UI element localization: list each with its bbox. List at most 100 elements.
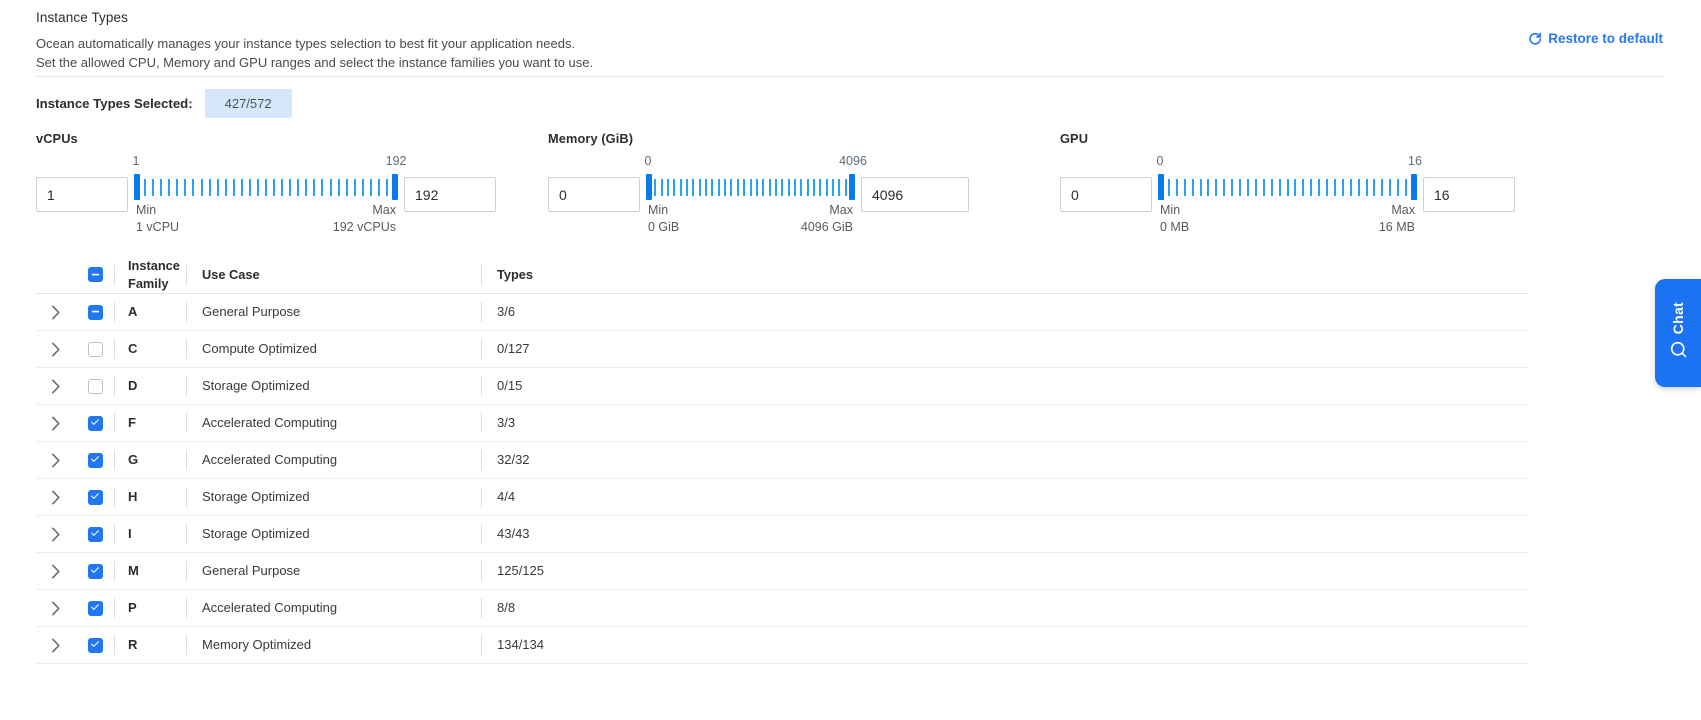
chevron-right-icon[interactable]	[51, 379, 61, 394]
chevron-right-icon[interactable]	[51, 305, 61, 320]
table-row[interactable]: D Storage Optimized 0/15	[36, 368, 1528, 405]
slider-tick	[1373, 178, 1376, 196]
range-group-memory: Memory (GiB) 0 4096 Min Max	[548, 131, 1048, 237]
cell-types: 3/6	[481, 302, 1528, 322]
chevron-right-icon[interactable]	[51, 490, 61, 505]
row-checkbox-checked[interactable]	[87, 637, 103, 653]
slider-tick	[838, 178, 841, 196]
slider-tick	[144, 178, 147, 196]
chevron-right-icon[interactable]	[51, 342, 61, 357]
chevron-right-icon[interactable]	[51, 638, 61, 653]
expand-row-button[interactable]	[36, 638, 76, 653]
select-all-checkbox[interactable]	[87, 267, 103, 282]
row-checkbox-unchecked[interactable]	[87, 341, 103, 357]
row-checkbox-unchecked[interactable]	[87, 378, 103, 394]
select-all-checkbox-cell[interactable]	[76, 267, 114, 282]
row-checkbox-checked[interactable]	[87, 452, 103, 468]
memory-slider-track[interactable]	[646, 172, 855, 202]
slider-tick	[1405, 178, 1408, 196]
memory-slider-handle-min[interactable]	[646, 174, 652, 200]
expand-row-button[interactable]	[36, 416, 76, 431]
row-checkbox-indeterminate[interactable]	[87, 303, 103, 321]
row-checkbox-checked[interactable]	[87, 415, 103, 431]
row-checkbox-cell[interactable]	[76, 563, 114, 579]
column-separator	[481, 264, 482, 285]
table-row[interactable]: P Accelerated Computing 8/8	[36, 590, 1528, 627]
chevron-right-icon[interactable]	[51, 453, 61, 468]
expand-row-button[interactable]	[36, 564, 76, 579]
slider-tick	[1199, 178, 1202, 196]
slider-tick	[1239, 178, 1242, 196]
cell-use-case-value: General Purpose	[202, 563, 301, 578]
column-separator	[481, 487, 482, 507]
column-separator	[481, 413, 482, 433]
table-row[interactable]: G Accelerated Computing 32/32	[36, 442, 1528, 479]
column-separator	[186, 302, 187, 322]
restore-to-default-button[interactable]: Restore to default	[1528, 31, 1663, 46]
memory-max-unit: 4096 GiB	[800, 220, 853, 234]
gpu-min-input[interactable]	[1060, 177, 1152, 212]
column-separator	[114, 376, 115, 396]
row-checkbox-cell[interactable]	[76, 452, 114, 468]
table-row[interactable]: M General Purpose 125/125	[36, 553, 1528, 590]
cell-use-case-value: Compute Optimized	[202, 341, 317, 356]
row-checkbox-cell[interactable]	[76, 378, 114, 394]
vcpus-max-label: Max	[372, 203, 396, 217]
row-checkbox-cell[interactable]	[76, 489, 114, 505]
gpu-max-input[interactable]	[1423, 177, 1515, 212]
memory-min-input[interactable]	[548, 177, 640, 212]
chevron-right-icon[interactable]	[51, 416, 61, 431]
table-row[interactable]: I Storage Optimized 43/43	[36, 516, 1528, 553]
table-row[interactable]: R Memory Optimized 134/134	[36, 627, 1528, 664]
chat-widget-button[interactable]: Chat	[1655, 279, 1701, 387]
vcpus-slider-handle-min[interactable]	[134, 174, 140, 200]
table-row[interactable]: C Compute Optimized 0/127	[36, 331, 1528, 368]
cell-use-case-value: Storage Optimized	[202, 526, 310, 541]
expand-row-button[interactable]	[36, 527, 76, 542]
table-row[interactable]: F Accelerated Computing 3/3	[36, 405, 1528, 442]
slider-tick	[1381, 178, 1384, 196]
vcpus-min-input[interactable]	[36, 177, 128, 212]
cell-types-value: 32/32	[497, 452, 530, 467]
gpu-slider-handle-min[interactable]	[1158, 174, 1164, 200]
row-checkbox-cell[interactable]	[76, 600, 114, 616]
expand-row-button[interactable]	[36, 453, 76, 468]
indeterminate-icon	[91, 303, 100, 321]
cell-use-case: Storage Optimized	[186, 524, 481, 544]
gpu-scale-low: 0	[1156, 154, 1164, 168]
expand-row-button[interactable]	[36, 342, 76, 357]
row-checkbox-cell[interactable]	[76, 341, 114, 357]
table-row[interactable]: H Storage Optimized 4/4	[36, 479, 1528, 516]
row-checkbox-cell[interactable]	[76, 637, 114, 653]
row-checkbox-cell[interactable]	[76, 526, 114, 542]
expand-row-button[interactable]	[36, 490, 76, 505]
cell-instance-family: G	[114, 450, 186, 470]
gpu-slider-handle-max[interactable]	[1411, 174, 1417, 200]
slider-tick	[1246, 178, 1249, 196]
row-checkbox-cell[interactable]	[76, 303, 114, 321]
vcpus-max-input[interactable]	[404, 177, 496, 212]
cell-types: 43/43	[481, 524, 1528, 544]
row-checkbox-cell[interactable]	[76, 415, 114, 431]
memory-slider-handle-max[interactable]	[849, 174, 855, 200]
chevron-right-icon[interactable]	[51, 601, 61, 616]
table-row[interactable]: A General Purpose 3/6	[36, 294, 1528, 331]
cell-types-value: 8/8	[497, 600, 516, 615]
column-separator	[114, 635, 115, 655]
expand-row-button[interactable]	[36, 601, 76, 616]
chevron-right-icon[interactable]	[51, 527, 61, 542]
row-checkbox-checked[interactable]	[87, 526, 103, 542]
slider-tick	[321, 178, 324, 196]
chevron-right-icon[interactable]	[51, 564, 61, 579]
expand-row-button[interactable]	[36, 305, 76, 320]
vcpus-slider-handle-max[interactable]	[392, 174, 398, 200]
slider-tick	[1341, 178, 1344, 196]
expand-row-button[interactable]	[36, 379, 76, 394]
row-checkbox-checked[interactable]	[87, 489, 103, 505]
row-checkbox-checked[interactable]	[87, 563, 103, 579]
slider-tick	[265, 178, 267, 196]
vcpus-slider-track[interactable]	[134, 172, 398, 202]
row-checkbox-checked[interactable]	[87, 600, 103, 616]
gpu-slider-track[interactable]	[1158, 172, 1417, 202]
memory-max-input[interactable]	[861, 177, 969, 212]
